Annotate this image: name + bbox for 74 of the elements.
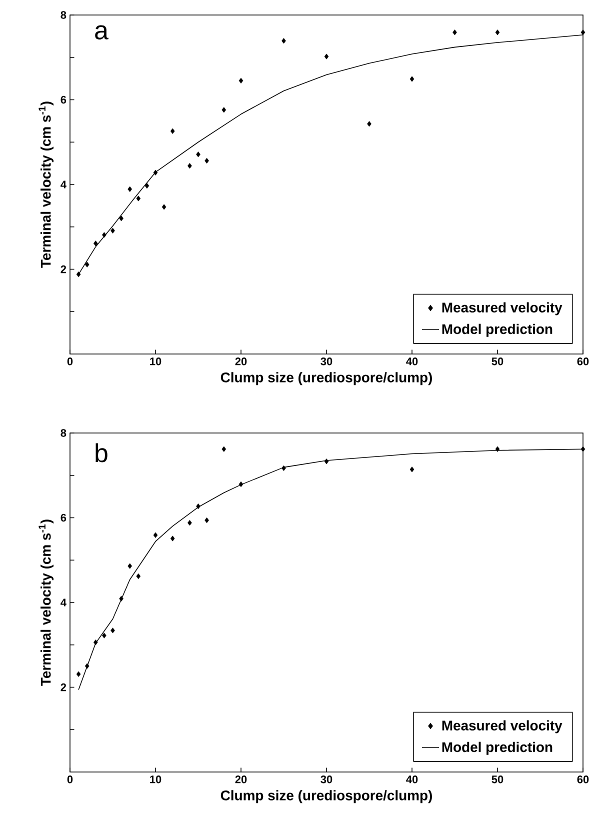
x-axis-title: Clump size (urediospore/clump) (220, 372, 432, 386)
x-tick-label: 60 (577, 358, 589, 366)
point (495, 446, 500, 452)
point (102, 632, 106, 638)
point (188, 520, 192, 526)
y-tick-label: 8 (60, 11, 66, 19)
y-tick-label: 2 (60, 683, 66, 692)
point (119, 596, 124, 602)
point (102, 232, 106, 238)
point (282, 465, 286, 471)
point (110, 228, 115, 234)
point (410, 466, 414, 472)
chart-title: a (95, 25, 108, 40)
point (128, 186, 132, 192)
point (76, 671, 81, 677)
point (162, 204, 166, 210)
legend-label: Measured velocity (442, 720, 562, 734)
point (238, 481, 244, 488)
legend-label: Model prediction (442, 324, 552, 337)
point (136, 573, 141, 580)
y-axis-title: Terminal velocity (cm s$^{-1}$) (38, 102, 54, 268)
x-tick-label: 0 (67, 358, 73, 366)
x-tick-label: 0 (67, 776, 73, 784)
x-tick-label: 30 (320, 358, 332, 366)
y-tick-label: 2 (60, 265, 66, 274)
point (188, 163, 192, 169)
point (128, 563, 132, 569)
point (410, 76, 414, 82)
point (222, 446, 226, 452)
point (110, 628, 115, 634)
point (282, 38, 286, 44)
x-tick-label: 50 (492, 776, 504, 784)
x-axis-title: Clump size (urediospore/clump) (220, 790, 432, 804)
point (196, 504, 200, 510)
point (144, 182, 150, 189)
point (94, 640, 98, 646)
legend-label: Measured velocity (442, 302, 562, 316)
point (76, 272, 81, 278)
point (170, 128, 175, 134)
x-tick-label: 40 (406, 358, 418, 366)
y-tick-label: 4 (60, 180, 66, 188)
x-tick-label: 10 (150, 358, 162, 366)
x-tick-label: 50 (492, 358, 504, 366)
point (119, 216, 124, 222)
point (324, 458, 329, 464)
point (153, 532, 158, 538)
point (170, 536, 175, 542)
y-tick-label: 8 (60, 429, 66, 437)
point (580, 446, 586, 452)
point (324, 54, 329, 60)
y-tick-label: 6 (60, 96, 66, 104)
chart-title: b (96, 443, 108, 462)
point (367, 121, 372, 127)
x-tick-label: 20 (235, 358, 247, 366)
point (136, 196, 141, 202)
point (84, 262, 90, 268)
point (495, 30, 500, 36)
point (153, 170, 158, 176)
point (580, 30, 586, 36)
point (222, 107, 226, 113)
y-tick-label: 4 (60, 598, 66, 606)
x-tick-label: 20 (235, 776, 247, 784)
point (84, 663, 90, 669)
point (94, 240, 98, 246)
point (196, 152, 200, 158)
y-axis-title: Terminal velocity (cm s$^{-1}$) (38, 520, 54, 686)
point (452, 30, 457, 36)
point (238, 78, 244, 84)
legend-label: Model prediction (442, 742, 552, 755)
x-tick-label: 10 (150, 776, 162, 784)
y-tick-label: 6 (60, 514, 66, 522)
x-tick-label: 30 (320, 776, 332, 784)
x-tick-label: 40 (406, 776, 418, 784)
x-tick-label: 60 (577, 776, 589, 784)
